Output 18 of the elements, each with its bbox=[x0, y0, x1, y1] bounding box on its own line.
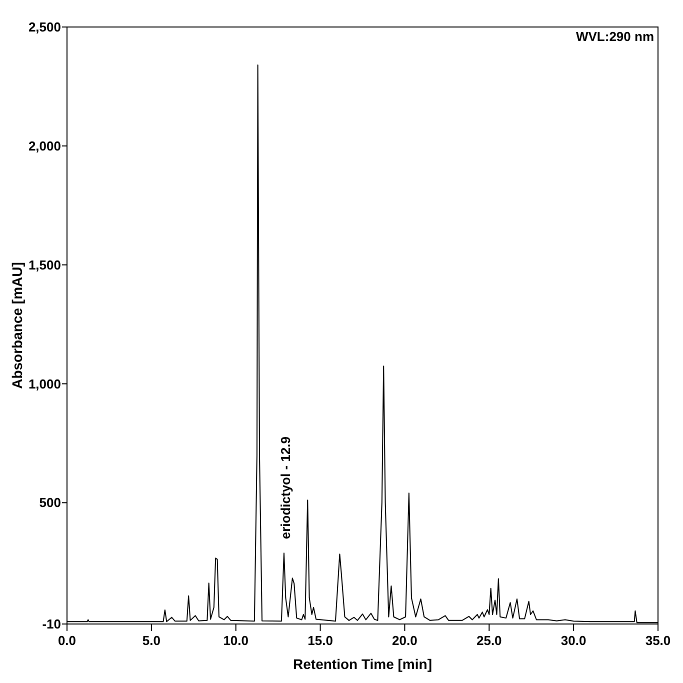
annotation: WVL:290 nm bbox=[576, 29, 654, 44]
y-tick-label: 500 bbox=[39, 495, 61, 510]
y-tick-label: 2,500 bbox=[28, 20, 61, 35]
y-tick-label: 2,000 bbox=[28, 138, 61, 154]
y-tick-label: 1,000 bbox=[28, 376, 61, 392]
x-tick-label: 30.0 bbox=[560, 633, 586, 648]
annotation: eriodictyol - 12.9 bbox=[278, 436, 293, 540]
x-axis-title: Retention Time [min] bbox=[293, 656, 432, 672]
x-tick-label: 25.0 bbox=[476, 633, 502, 648]
y-tick-label: 1,500 bbox=[28, 257, 61, 272]
y-axis-title: Absorbance [mAU] bbox=[9, 262, 25, 389]
x-tick-label: 35.0 bbox=[645, 633, 671, 648]
x-tick-label: 20.0 bbox=[392, 633, 418, 648]
x-tick-label: 0.0 bbox=[58, 633, 76, 648]
x-tick-label: 15.0 bbox=[308, 633, 333, 648]
y-tick-label: -10 bbox=[42, 616, 61, 632]
x-tick-label: 5.0 bbox=[142, 633, 160, 648]
x-tick-label: 10.0 bbox=[223, 633, 249, 648]
